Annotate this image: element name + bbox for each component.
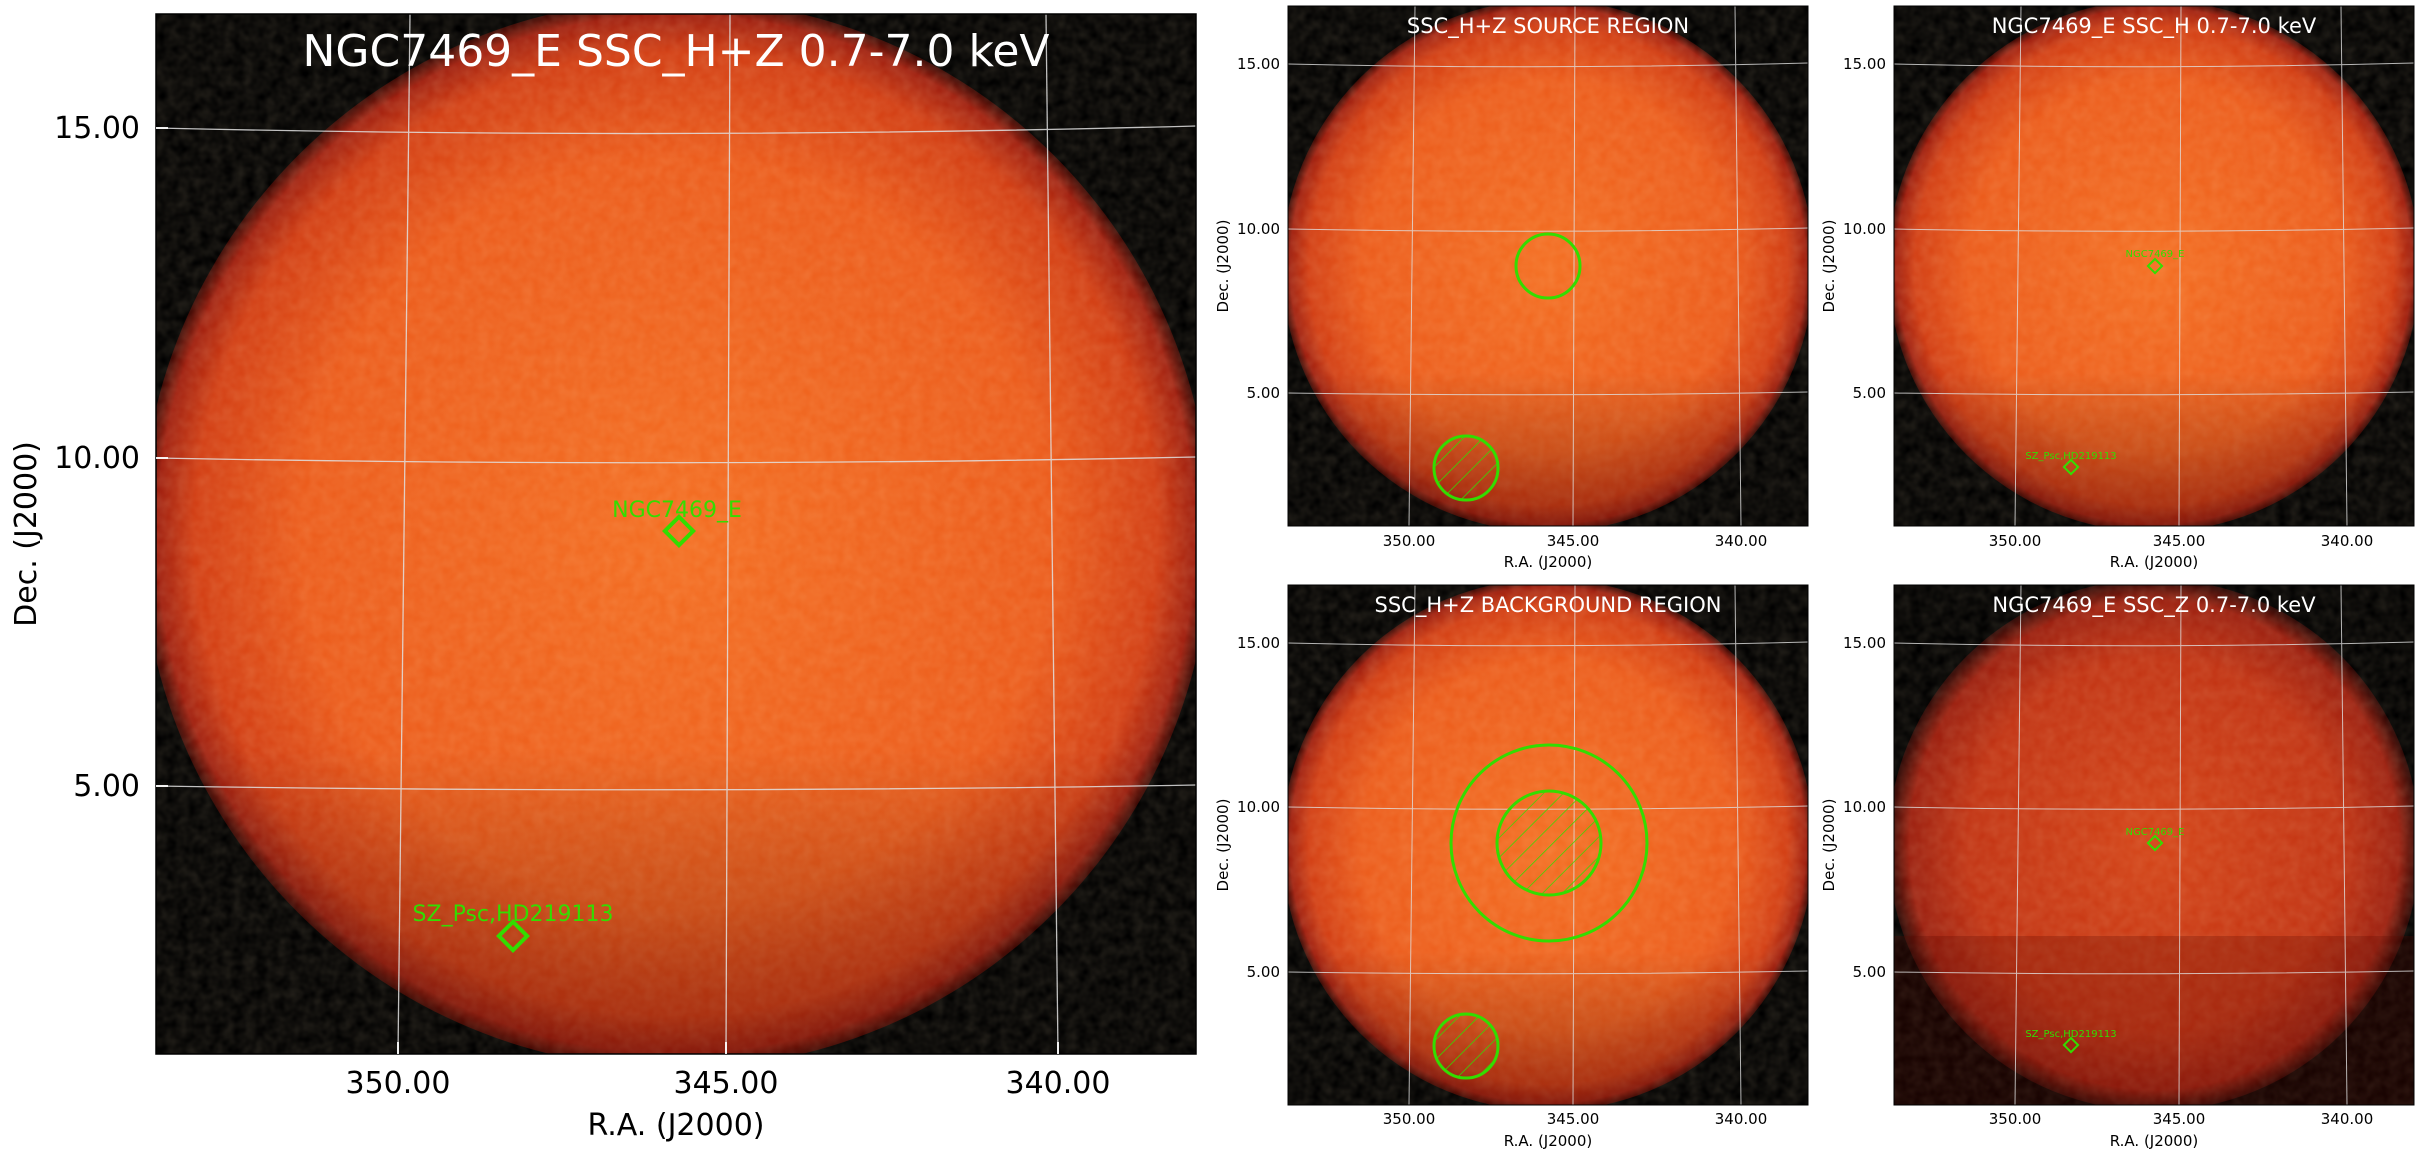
main-ytick-5: 5.00 [73, 769, 140, 804]
z-xtick-350: 350.00 [1989, 1110, 2042, 1128]
bkg-ytick-5: 5.00 [1247, 963, 1280, 981]
h-ylabel: Dec. (J2000) [1820, 220, 1838, 313]
h-sz-psc-label: SZ_Psc,HD219113 [2025, 451, 2116, 462]
h-ngc7469-label: NGC7469_E [2126, 249, 2185, 260]
src-ytick-10: 10.00 [1237, 220, 1280, 238]
src-xtick-350: 350.00 [1383, 532, 1436, 550]
src-ytick-15: 15.00 [1237, 55, 1280, 73]
bkg-excluded-source-circle [1432, 1012, 1500, 1080]
bkg-xlabel: R.A. (J2000) [1504, 1132, 1593, 1150]
ngc7469-marker [662, 514, 696, 548]
main-coordinate-grid [156, 14, 1196, 1054]
source-circle [1514, 232, 1582, 300]
bkg-ylabel: Dec. (J2000) [1214, 799, 1232, 892]
main-xtick-350: 350.00 [346, 1066, 451, 1101]
main-x-ticks: 350.00 345.00 340.00 [346, 1066, 1111, 1101]
ngc7469-label: NGC7469_E [612, 498, 742, 523]
bkg-xtick-340: 340.00 [1715, 1110, 1768, 1128]
h-ytick-5: 5.00 [1853, 384, 1886, 402]
main-panel: NGC7469_E SZ_Psc,HD219113 NGC7469_E SSC_… [9, 13, 1197, 1143]
excluded-source-circle [1432, 434, 1500, 502]
src-ylabel: Dec. (J2000) [1214, 220, 1232, 313]
ssc-z-panel: NGC7469_E SZ_Psc,HD219113 NGC7469_E SSC_… [1820, 584, 2415, 1150]
background-annulus-outer [1449, 743, 1649, 943]
src-ytick-5: 5.00 [1247, 384, 1280, 402]
bkg-xtick-350: 350.00 [1383, 1110, 1436, 1128]
main-title: NGC7469_E SSC_H+Z 0.7-7.0 keV [302, 26, 1049, 77]
sz-psc-label: SZ_Psc,HD219113 [413, 902, 614, 927]
ssc-z-title: NGC7469_E SSC_Z 0.7-7.0 keV [1992, 593, 2316, 618]
h-xtick-350: 350.00 [1989, 532, 2042, 550]
bkg-ytick-15: 15.00 [1237, 634, 1280, 652]
z-xtick-345: 345.00 [2153, 1110, 2206, 1128]
main-ytick-10: 10.00 [54, 441, 140, 476]
main-y-ticks: 15.00 10.00 5.00 [54, 111, 140, 804]
z-ylabel: Dec. (J2000) [1820, 799, 1838, 892]
bkg-ytick-10: 10.00 [1237, 798, 1280, 816]
background-annulus-inner [1495, 789, 1603, 897]
h-xtick-345: 345.00 [2153, 532, 2206, 550]
ssc-h-panel: NGC7469_E SZ_Psc,HD219113 NGC7469_E SSC_… [1820, 5, 2415, 571]
z-xlabel: R.A. (J2000) [2110, 1132, 2199, 1150]
source-region-title: SSC_H+Z SOURCE REGION [1407, 14, 1689, 39]
h-ytick-15: 15.00 [1843, 55, 1886, 73]
bkg-xtick-345: 345.00 [1547, 1110, 1600, 1128]
z-ytick-5: 5.00 [1853, 963, 1886, 981]
background-region-panel: SSC_H+Z BACKGROUND REGION 15.00 10.00 5.… [1214, 584, 1809, 1150]
main-ytick-15: 15.00 [54, 111, 140, 146]
z-xtick-340: 340.00 [2321, 1110, 2374, 1128]
z-ytick-15: 15.00 [1843, 634, 1886, 652]
h-ytick-10: 10.00 [1843, 220, 1886, 238]
main-xtick-340: 340.00 [1006, 1066, 1111, 1101]
h-xlabel: R.A. (J2000) [2110, 553, 2199, 571]
z-sz-psc-label: SZ_Psc,HD219113 [2025, 1029, 2116, 1040]
h-xtick-340: 340.00 [2321, 532, 2374, 550]
main-source-markers [496, 514, 696, 953]
z-ytick-10: 10.00 [1843, 798, 1886, 816]
z-ngc7469-label: NGC7469_E [2126, 827, 2185, 838]
src-xtick-345: 345.00 [1547, 532, 1600, 550]
main-xlabel: R.A. (J2000) [588, 1108, 765, 1143]
main-ylabel: Dec. (J2000) [9, 441, 44, 627]
src-xtick-340: 340.00 [1715, 532, 1768, 550]
sz-psc-marker [496, 919, 530, 953]
background-region-title: SSC_H+Z BACKGROUND REGION [1375, 593, 1722, 618]
main-xtick-345: 345.00 [674, 1066, 779, 1101]
ssc-h-title: NGC7469_E SSC_H 0.7-7.0 keV [1992, 14, 2317, 39]
source-region-panel: SSC_H+Z SOURCE REGION 15.00 10.00 5.00 3… [1214, 5, 1809, 571]
src-xlabel: R.A. (J2000) [1504, 553, 1593, 571]
